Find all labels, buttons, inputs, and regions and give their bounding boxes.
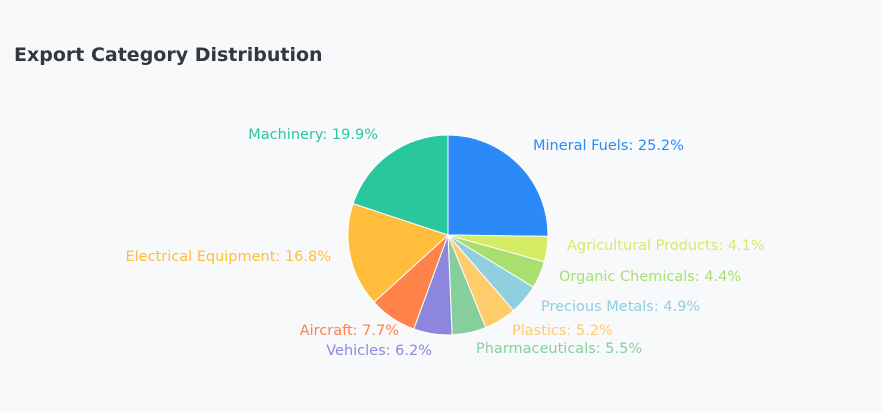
slice-label-precious-metals: Precious Metals: 4.9%	[541, 299, 700, 315]
slice-label-electrical-equipment: Electrical Equipment: 16.8%	[125, 249, 331, 265]
slice-label-pharmaceuticals: Pharmaceuticals: 5.5%	[476, 341, 642, 357]
slice-label-mineral-fuels: Mineral Fuels: 25.2%	[533, 138, 684, 154]
pie-slice-machinery[interactable]	[352, 134, 449, 236]
slice-label-plastics: Plastics: 5.2%	[512, 323, 613, 339]
pie-slice-mineral-fuels[interactable]	[447, 134, 549, 237]
slice-label-agricultural-products: Agricultural Products: 4.1%	[567, 238, 765, 254]
chart-title: Export Category Distribution	[14, 44, 323, 66]
slice-label-machinery: Machinery: 19.9%	[248, 127, 378, 143]
slice-label-aircraft: Aircraft: 7.7%	[300, 323, 399, 339]
pie-slice-electrical-equipment[interactable]	[347, 202, 449, 303]
slice-label-organic-chemicals: Organic Chemicals: 4.4%	[559, 269, 741, 285]
slice-label-vehicles: Vehicles: 6.2%	[326, 343, 432, 359]
